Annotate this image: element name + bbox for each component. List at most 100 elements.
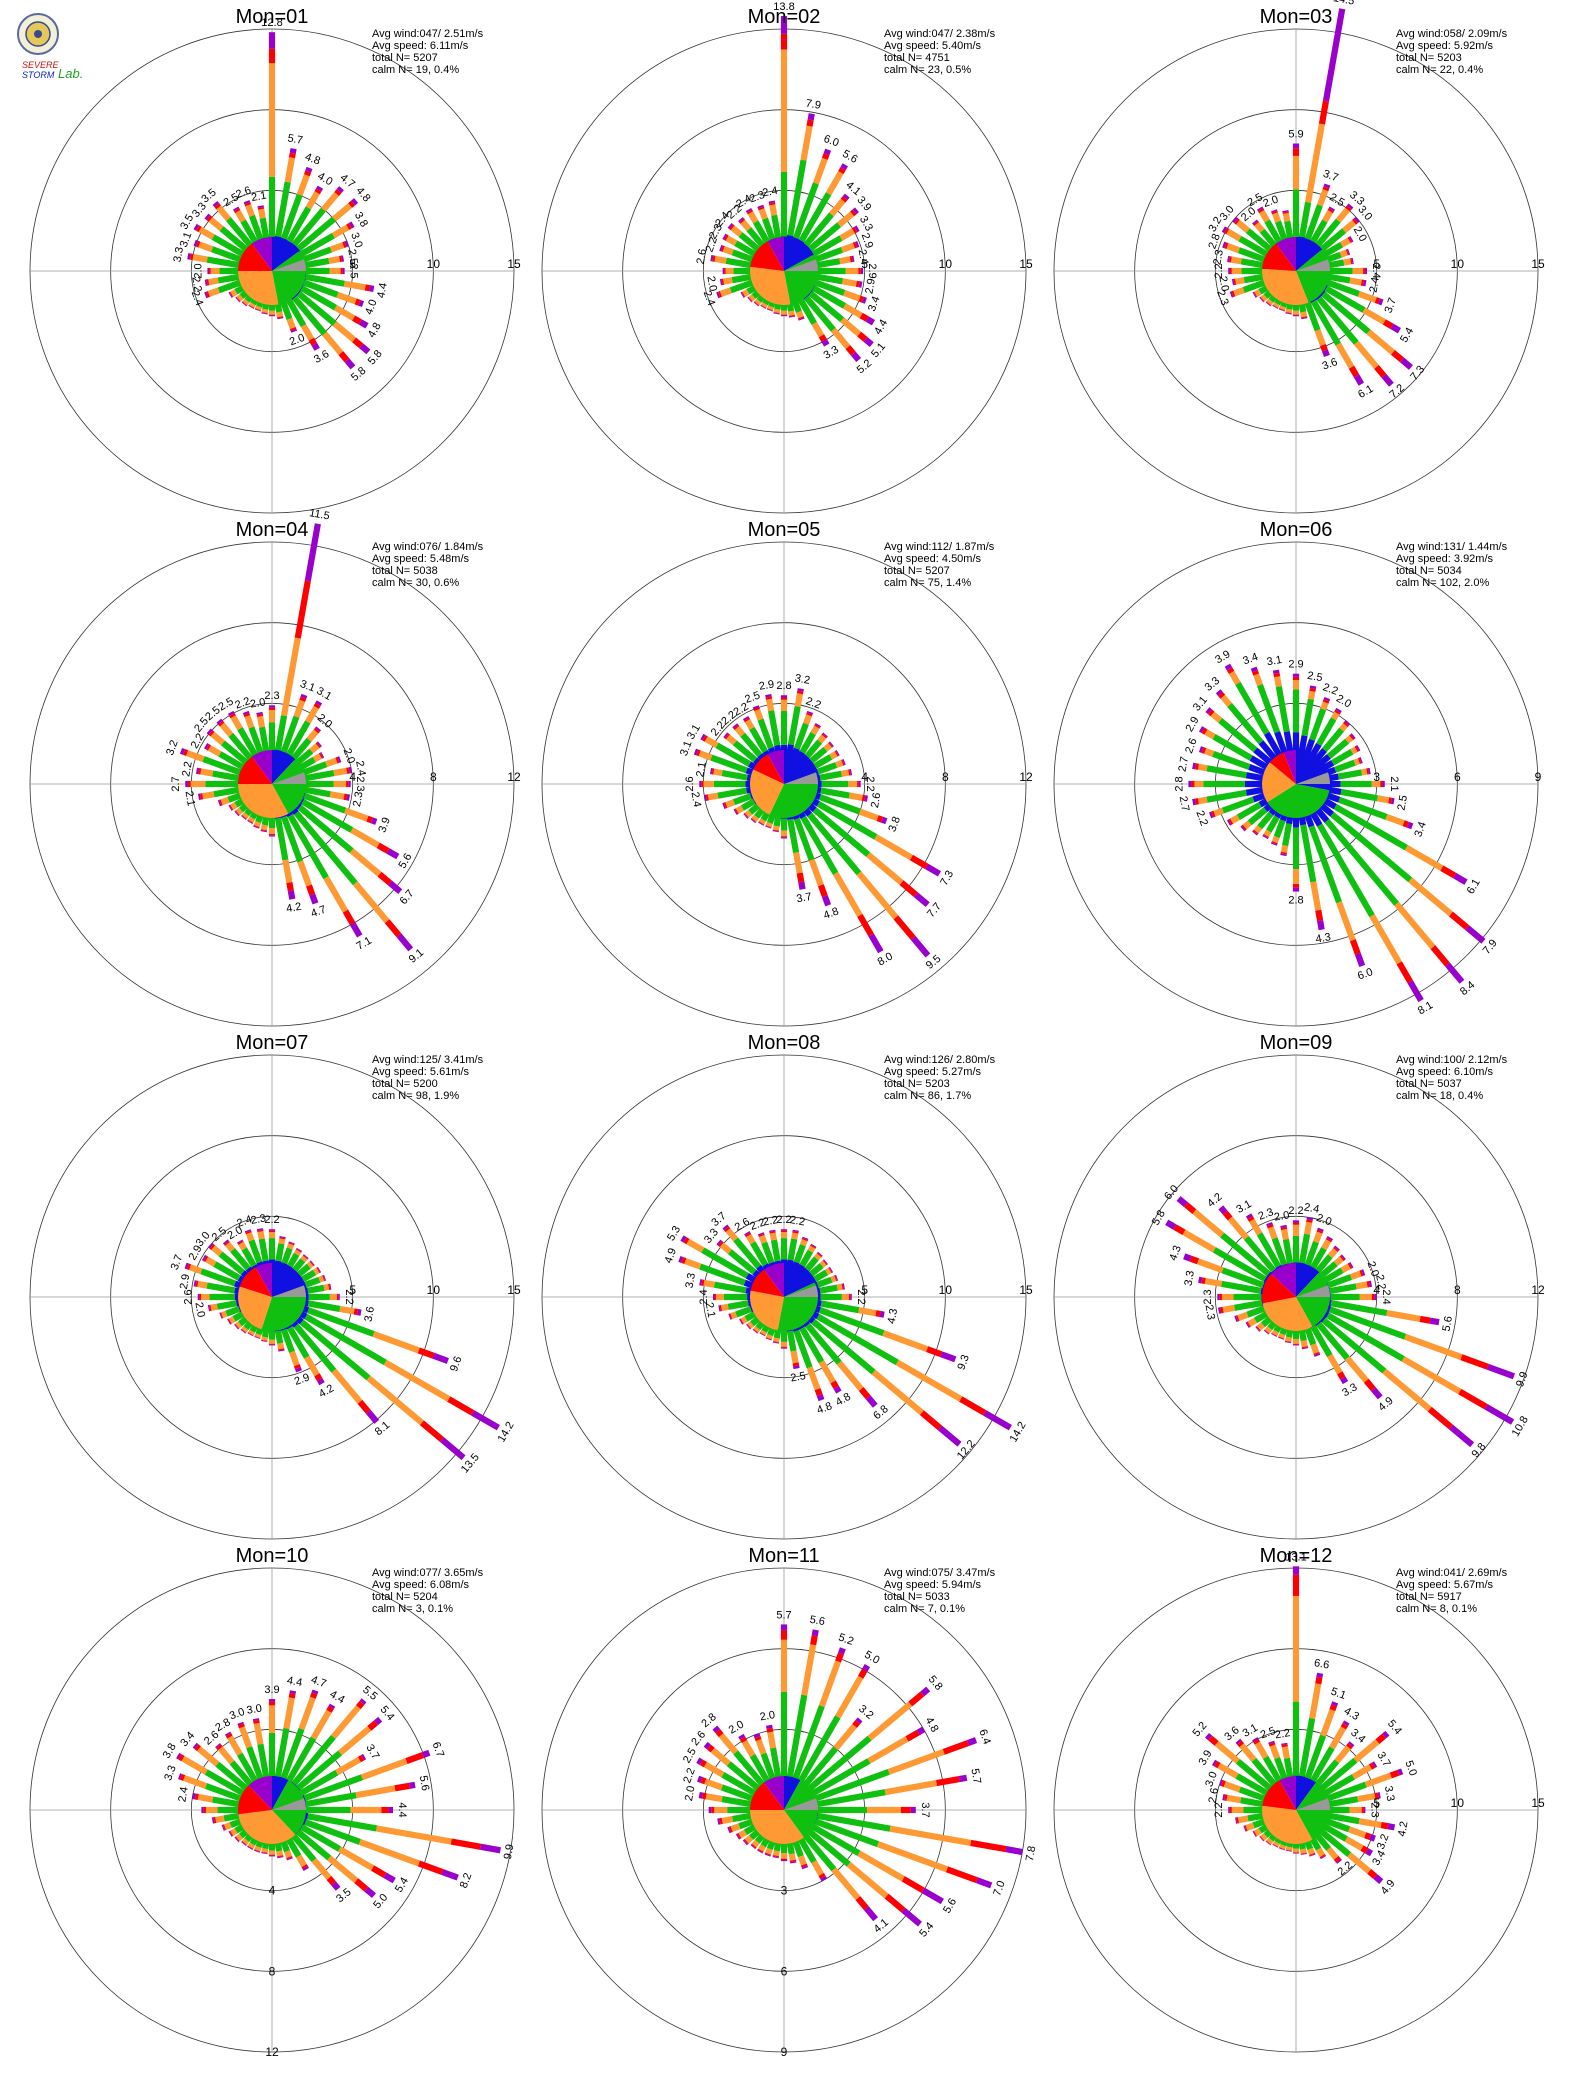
petal-bar xyxy=(776,1329,779,1343)
petal-bar xyxy=(278,1329,282,1351)
panel-title: Mon=06 xyxy=(1260,519,1333,541)
petal-segment xyxy=(804,1645,813,1695)
petal-segment xyxy=(350,224,353,226)
petal-segment xyxy=(305,1868,306,1870)
info-line: Avg wind:125/ 3.41m/s xyxy=(372,1054,484,1066)
petal-segment xyxy=(356,301,360,302)
wind-rose-panel: 2.22.22.24.39.314.212.26.84.84.82.52.12.… xyxy=(542,1032,1033,1539)
petal-segment xyxy=(1205,1281,1221,1284)
petal-segment xyxy=(1223,245,1225,246)
info-line: Avg wind:058/ 2.09m/s xyxy=(1396,28,1508,40)
ring-label: 15 xyxy=(507,257,521,271)
petal-segment xyxy=(1238,1315,1247,1318)
petal-segment xyxy=(764,1326,767,1331)
petal-segment xyxy=(1339,902,1353,940)
petal-segment xyxy=(1247,1325,1248,1326)
petal-segment xyxy=(740,1832,746,1835)
lab-logo: SEVERE STORM Lab. xyxy=(18,14,83,81)
petal-segment xyxy=(1334,1702,1335,1705)
petal-segment xyxy=(320,755,321,756)
petal-segment xyxy=(232,292,236,294)
petal-segment xyxy=(354,340,361,346)
petal-segment xyxy=(1196,766,1199,767)
petal-segment xyxy=(208,747,210,748)
info-line: Avg speed: 6.10m/s xyxy=(1396,1066,1494,1078)
petal-segment xyxy=(237,1324,240,1326)
petal-segment xyxy=(1228,232,1240,239)
petal-segment xyxy=(1252,1220,1260,1234)
petal-segment xyxy=(769,1335,770,1338)
petal-segment xyxy=(740,219,741,220)
petal-value-label: 2.6 xyxy=(869,792,883,809)
petal-segment xyxy=(722,773,747,777)
petal-segment xyxy=(195,1796,198,1797)
petal-segment xyxy=(246,712,247,714)
petal-segment xyxy=(749,1236,753,1243)
petal-segment xyxy=(724,280,733,282)
info-line: total N= 5200 xyxy=(372,1078,438,1090)
petal-segment xyxy=(306,1256,307,1257)
petal-segment xyxy=(728,1303,748,1307)
petal-segment xyxy=(210,1245,211,1246)
petal-segment xyxy=(1451,914,1467,928)
petal-segment xyxy=(1410,880,1451,914)
petal-segment xyxy=(1276,1843,1278,1846)
petal-segment xyxy=(333,227,347,235)
petal-value-label: 2.1 xyxy=(694,761,708,778)
petal-value-label: 2.0 xyxy=(683,1785,697,1802)
petal-segment xyxy=(791,706,798,744)
ring-label: 9 xyxy=(781,2045,788,2059)
petal-segment xyxy=(207,1286,235,1291)
petal-segment xyxy=(1343,1378,1346,1383)
petal-value-label: 5.6 xyxy=(396,851,414,870)
petal-segment xyxy=(248,1230,249,1231)
petal-segment xyxy=(842,773,849,774)
petal-segment xyxy=(1232,817,1239,821)
petal-segment xyxy=(702,1796,706,1797)
petal-segment xyxy=(1217,1743,1238,1761)
petal-value-label: 2.6 xyxy=(1183,737,1200,755)
petal-segment xyxy=(1342,1266,1349,1270)
ring-label: 15 xyxy=(1019,257,1033,271)
petal-segment xyxy=(743,1738,745,1741)
petal-segment xyxy=(830,745,831,746)
info-line: Avg wind:075/ 3.47m/s xyxy=(884,1567,996,1579)
petal-segment xyxy=(944,1743,968,1752)
petal-segment xyxy=(366,1889,374,1895)
petal-segment xyxy=(292,153,293,158)
petal-value-label: 5.9 xyxy=(1288,128,1303,140)
petal-segment xyxy=(794,1351,796,1363)
petal-value-label: 2.3 xyxy=(1257,1206,1275,1223)
petal-segment xyxy=(232,805,236,807)
petal-segment xyxy=(856,244,858,245)
petal-segment xyxy=(320,1380,322,1384)
petal-value-label: 2.3 xyxy=(264,690,279,702)
petal-value-label: 3.1 xyxy=(685,722,703,741)
petal-segment xyxy=(845,306,862,316)
petal-segment xyxy=(723,806,725,807)
petal-segment xyxy=(725,237,727,238)
petal-segment xyxy=(913,938,928,956)
petal-bar xyxy=(304,1287,331,1292)
petal-segment xyxy=(1259,1325,1263,1329)
petal-segment xyxy=(278,1331,280,1343)
petal-segment xyxy=(358,1703,362,1707)
petal-segment xyxy=(818,1280,832,1285)
petal-segment xyxy=(1269,301,1271,304)
petal-segment xyxy=(1362,772,1367,773)
petal-segment xyxy=(702,737,704,738)
petal-segment xyxy=(278,1244,281,1261)
petal-segment xyxy=(1266,831,1269,835)
petal-segment xyxy=(791,311,792,315)
petal-segment xyxy=(378,845,388,851)
petal-segment xyxy=(209,748,219,754)
petal-segment xyxy=(1193,766,1196,767)
petal-segment xyxy=(773,1748,778,1777)
petal-segment xyxy=(745,1842,746,1843)
petal-segment xyxy=(923,1890,943,1901)
petal-segment xyxy=(433,1356,448,1361)
petal-segment xyxy=(1319,1231,1320,1233)
petal-segment xyxy=(1227,1798,1241,1800)
info-line: total N= 5207 xyxy=(884,565,950,577)
